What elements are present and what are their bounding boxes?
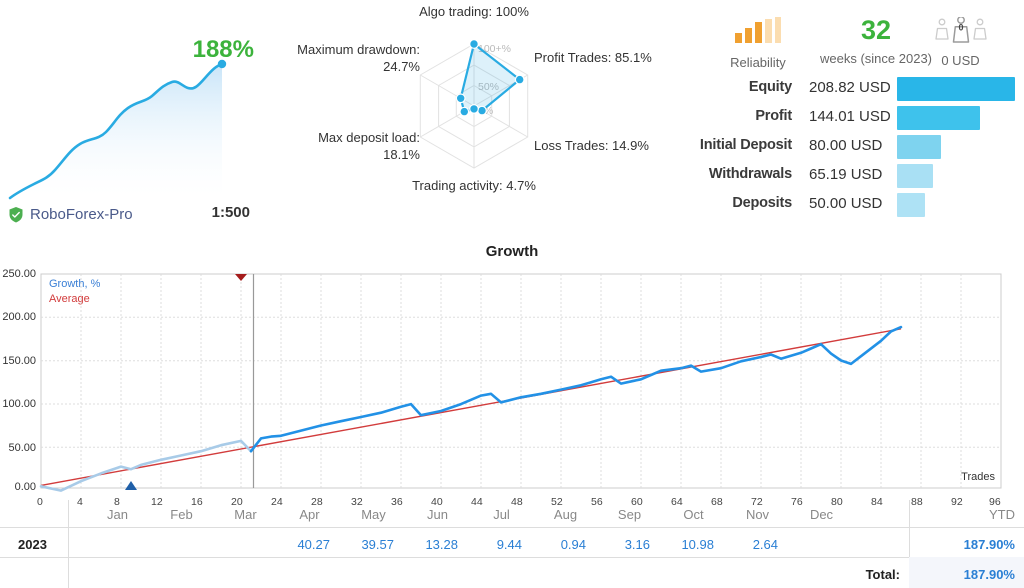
svg-text:0: 0: [958, 23, 963, 33]
